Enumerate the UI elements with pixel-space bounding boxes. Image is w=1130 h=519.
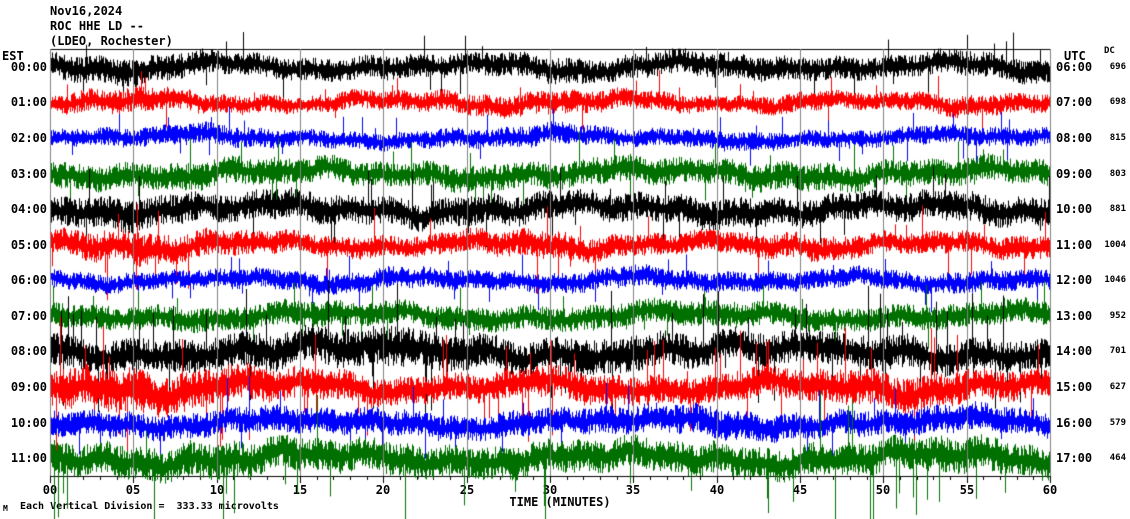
x-tick-label: 40 <box>709 483 725 497</box>
x-tick-label: 10 <box>209 483 225 497</box>
x-tick-label: 05 <box>125 483 141 497</box>
dc-value-label: 803 <box>1109 169 1126 179</box>
x-tick-label: 55 <box>959 483 975 497</box>
vertical-scale-note: Each Vertical Division = 333.33 microvol… <box>20 501 279 512</box>
est-time-label: 10:00 <box>10 416 47 430</box>
x-tick-label: 15 <box>292 483 308 497</box>
dc-value-label: 1004 <box>1104 240 1126 250</box>
x-tick-label: 20 <box>375 483 391 497</box>
dc-column-header: DC <box>1104 46 1115 56</box>
x-tick-label: 60 <box>1042 483 1058 497</box>
corner-m-glyph: M <box>3 504 8 513</box>
est-time-label: 09:00 <box>10 380 47 394</box>
x-tick-label: 00 <box>42 483 58 497</box>
x-tick-label: 50 <box>875 483 891 497</box>
est-time-label: 00:00 <box>10 60 47 74</box>
est-time-label: 11:00 <box>10 451 47 465</box>
title-station: ROC HHE LD -- <box>50 19 144 33</box>
est-time-label: 03:00 <box>10 167 47 181</box>
x-axis-title: TIME (MINUTES) <box>509 495 611 509</box>
dc-value-label: 627 <box>1109 382 1126 392</box>
est-time-label: 05:00 <box>10 238 47 252</box>
dc-value-label: 579 <box>1109 418 1126 428</box>
dc-value-label: 464 <box>1109 453 1126 463</box>
title-date: Nov16,2024 <box>50 4 123 18</box>
est-time-label: 07:00 <box>10 309 47 323</box>
est-time-label: 08:00 <box>10 344 47 358</box>
title-block: Nov16,2024 ROC HHE LD -- (LDEO, Rocheste… <box>50 4 173 49</box>
dc-value-label: 881 <box>1109 204 1126 214</box>
dc-value-label: 1046 <box>1104 275 1126 285</box>
dc-value-label: 815 <box>1109 133 1126 143</box>
dc-value-label: 698 <box>1109 97 1126 107</box>
est-time-label: 02:00 <box>10 131 47 145</box>
est-time-label: 06:00 <box>10 273 47 287</box>
dc-value-label: 701 <box>1109 346 1126 356</box>
est-time-label: 04:00 <box>10 202 47 216</box>
dc-value-label: 952 <box>1109 311 1126 321</box>
dc-value-label: 696 <box>1109 62 1126 72</box>
title-network: (LDEO, Rochester) <box>50 34 173 48</box>
est-time-label: 01:00 <box>10 95 47 109</box>
x-tick-label: 45 <box>792 483 808 497</box>
